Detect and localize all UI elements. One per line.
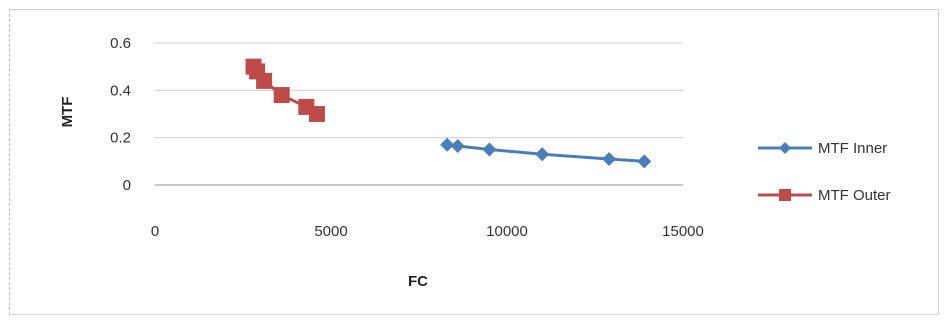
data-point bbox=[308, 106, 325, 122]
gridlines bbox=[155, 42, 683, 186]
data-point bbox=[482, 142, 497, 157]
data-point bbox=[450, 138, 465, 153]
data-point bbox=[273, 87, 290, 104]
chart-frame bbox=[9, 9, 939, 315]
series-inner bbox=[440, 137, 652, 169]
data-point bbox=[256, 72, 273, 89]
y-tick-label: 0.6 bbox=[110, 35, 131, 52]
data-point bbox=[637, 154, 652, 169]
x-tick-label: 15000 bbox=[662, 223, 704, 240]
y-axis-title: MTF bbox=[59, 97, 76, 128]
legend-item-inner: MTF Inner bbox=[758, 140, 887, 157]
y-tick-label: 0 bbox=[123, 177, 131, 194]
legend-label-inner: MTF Inner bbox=[818, 140, 887, 157]
x-tick-label: 10000 bbox=[486, 223, 528, 240]
data-point bbox=[440, 137, 455, 152]
data-point bbox=[535, 147, 550, 162]
x-tick-label: 5000 bbox=[314, 223, 347, 240]
y-tick-label: 0.2 bbox=[110, 130, 131, 147]
legend-marker-inner bbox=[779, 142, 791, 154]
legend: MTF Inner MTF Outer bbox=[758, 140, 891, 204]
data-point bbox=[602, 151, 617, 166]
x-axis-title: FC bbox=[408, 273, 428, 290]
y-tick-label: 0.4 bbox=[110, 82, 131, 99]
x-tick-label: 0 bbox=[151, 223, 159, 240]
series-outer bbox=[245, 58, 325, 122]
legend-item-outer: MTF Outer bbox=[758, 187, 891, 204]
legend-label-outer: MTF Outer bbox=[818, 187, 891, 204]
tick-labels: 0 0.2 0.4 0.6 0 5000 10000 15000 bbox=[110, 35, 704, 240]
legend-marker-outer bbox=[779, 189, 791, 201]
series bbox=[245, 58, 652, 169]
